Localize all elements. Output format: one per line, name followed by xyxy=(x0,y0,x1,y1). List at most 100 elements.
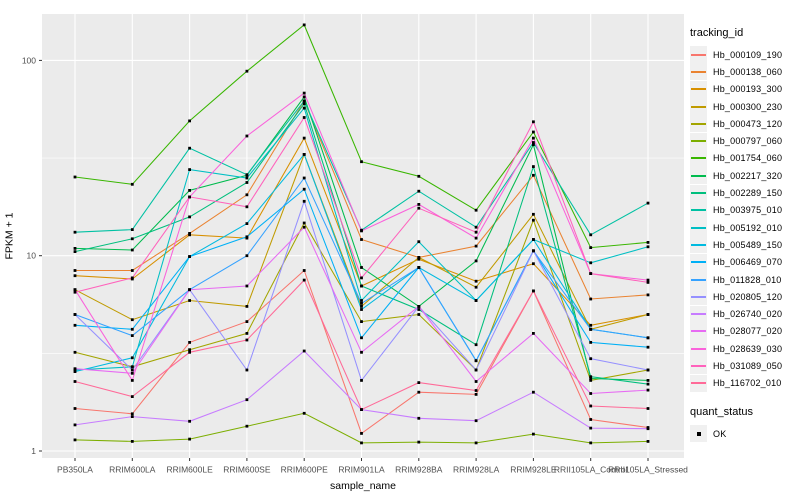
data-point xyxy=(73,323,77,327)
data-point xyxy=(417,240,421,244)
data-point xyxy=(417,313,421,316)
legend-key-swatch xyxy=(690,322,707,340)
data-point xyxy=(360,229,363,233)
legend-line-icon xyxy=(691,295,706,298)
data-point xyxy=(188,189,191,192)
data-point xyxy=(646,407,650,410)
data-point xyxy=(589,327,593,331)
legend-line-icon xyxy=(691,122,706,125)
data-point xyxy=(245,368,249,372)
data-point xyxy=(130,182,134,186)
legend-line-icon xyxy=(691,347,706,350)
data-point xyxy=(245,332,249,335)
data-point xyxy=(302,95,306,99)
data-point xyxy=(188,119,191,123)
data-point xyxy=(245,398,249,402)
data-point xyxy=(360,299,363,302)
data-point xyxy=(73,423,77,427)
data-point xyxy=(130,368,134,372)
data-point xyxy=(73,230,77,234)
data-point xyxy=(245,338,249,342)
data-point xyxy=(417,440,421,444)
legend-entry-label: Hb_000300_230 xyxy=(713,101,783,112)
legend-line-icon xyxy=(691,278,706,281)
legend-line-icon xyxy=(691,174,706,177)
legend-entry: Hb_000300_230 xyxy=(690,98,798,116)
data-point xyxy=(532,173,535,177)
data-point xyxy=(474,236,478,240)
data-point xyxy=(360,302,363,305)
data-point xyxy=(532,136,535,140)
data-point xyxy=(245,69,249,73)
data-point xyxy=(245,134,249,138)
data-point xyxy=(130,440,134,443)
data-point xyxy=(245,235,249,239)
data-point xyxy=(532,332,535,335)
data-point xyxy=(130,327,134,331)
data-point xyxy=(130,228,134,231)
data-point xyxy=(302,278,306,282)
data-point xyxy=(589,392,593,395)
legend-entry: Hb_011828_010 xyxy=(690,271,798,288)
data-point xyxy=(188,195,191,199)
quant-entry-list: OK xyxy=(690,425,798,443)
data-point xyxy=(73,313,77,316)
legend-line-icon xyxy=(691,330,706,333)
data-point xyxy=(589,426,593,430)
data-point xyxy=(188,348,191,352)
legend-line-icon xyxy=(691,226,706,229)
data-point xyxy=(73,175,77,179)
data-point xyxy=(532,432,535,436)
data-point xyxy=(245,305,249,308)
legend-key-swatch xyxy=(690,236,707,254)
x-tick-label: RRIM928LE xyxy=(510,465,557,475)
data-point xyxy=(417,390,421,394)
legend-key-swatch xyxy=(690,63,707,81)
data-point xyxy=(360,238,363,241)
data-point xyxy=(360,305,363,308)
legend-entry: Hb_020805_120 xyxy=(690,288,798,306)
legend-entry: Hb_000138_060 xyxy=(690,63,798,81)
legend-entry: Hb_000193_300 xyxy=(690,80,798,98)
data-point xyxy=(646,368,650,372)
data-point xyxy=(360,379,363,382)
data-point xyxy=(589,375,593,379)
legend-key-swatch xyxy=(690,167,707,185)
legend-entry: Hb_028077_020 xyxy=(690,322,798,340)
legend-line-icon xyxy=(691,261,706,264)
data-point xyxy=(302,269,306,272)
data-point xyxy=(532,238,535,241)
data-point xyxy=(245,254,249,258)
legend-key-swatch xyxy=(690,98,707,116)
data-point xyxy=(532,218,535,222)
data-point xyxy=(474,380,478,383)
data-point xyxy=(589,418,593,421)
x-tick-label: RRIM928LA xyxy=(453,465,500,475)
data-point xyxy=(245,284,249,288)
data-point xyxy=(474,208,478,212)
legend-key-swatch xyxy=(690,253,707,271)
data-point xyxy=(73,288,77,292)
data-point xyxy=(360,336,363,340)
data-point xyxy=(360,284,363,288)
data-point xyxy=(302,349,306,353)
data-point xyxy=(417,203,421,206)
legend-entry-label: Hb_028639_030 xyxy=(713,343,783,354)
legend-entry-label: Hb_020805_120 xyxy=(713,291,783,302)
legend-entry: Hb_002289_150 xyxy=(690,184,798,202)
data-point xyxy=(474,389,478,392)
data-point xyxy=(73,290,77,294)
data-point xyxy=(646,382,650,386)
data-point xyxy=(646,440,650,443)
data-point xyxy=(302,136,306,140)
data-point xyxy=(73,438,77,442)
data-point xyxy=(646,313,650,316)
legend-line-icon xyxy=(691,88,706,91)
legend-line-icon xyxy=(691,53,706,56)
x-tick-label: RRIM600LA xyxy=(109,465,156,475)
quant-status-entry: OK xyxy=(690,425,798,443)
legend-entry-label: Hb_011828_010 xyxy=(713,274,782,285)
data-point xyxy=(302,199,306,203)
